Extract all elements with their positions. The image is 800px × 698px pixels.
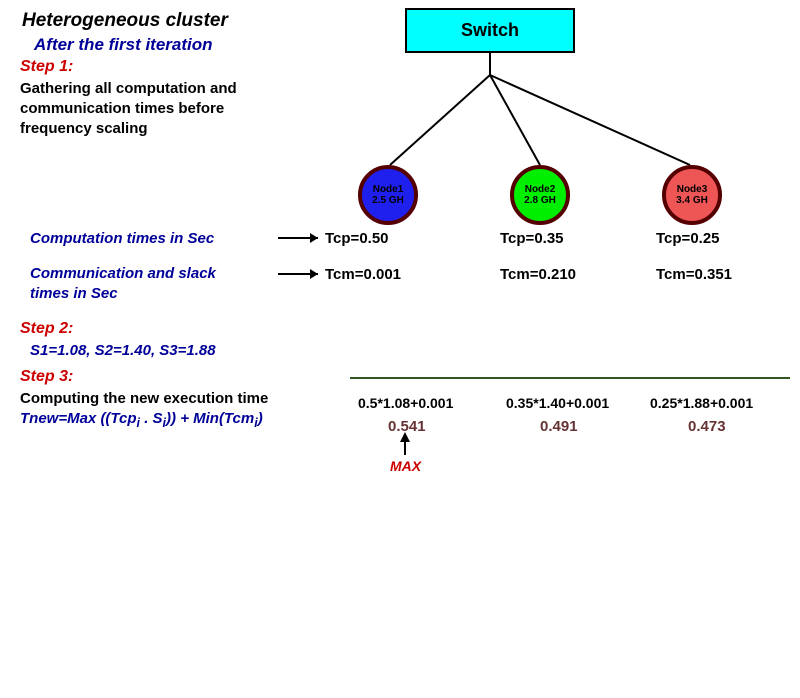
step3-label: Step 3:: [20, 368, 73, 386]
title: Heterogeneous cluster: [22, 10, 228, 32]
formula-part: . S: [140, 410, 163, 427]
comm-slack-label-line1: Communication and slack: [30, 265, 216, 282]
step1-label: Step 1:: [20, 58, 73, 76]
max-label: MAX: [390, 458, 421, 474]
node1-circle: Node1 2.5 GH: [358, 165, 418, 225]
node1-freq: 2.5 GH: [372, 195, 404, 206]
node1-tcm: Tcm=0.001: [325, 266, 401, 283]
step2-values: S1=1.08, S2=1.40, S3=1.88: [30, 342, 216, 359]
step2-label: Step 2:: [20, 320, 73, 338]
node2-tcp: Tcp=0.35: [500, 230, 564, 247]
formula-part: )) + Min(Tcm: [166, 410, 254, 427]
node3-freq: 3.4 GH: [676, 195, 708, 206]
switch-box: Switch: [405, 8, 575, 53]
comp-times-label: Computation times in Sec: [30, 230, 214, 247]
node1-tcp: Tcp=0.50: [325, 230, 389, 247]
step1-desc-line2: communication times before: [20, 100, 224, 117]
step3-desc: Computing the new execution time: [20, 390, 268, 407]
switch-label: Switch: [461, 20, 519, 41]
calc1-result: 0.541: [388, 418, 426, 435]
calc2-result: 0.491: [540, 418, 578, 435]
formula-part: ): [258, 410, 263, 427]
comm-slack-label-line2: times in Sec: [30, 285, 118, 302]
step3-formula: Tnew=Max ((Tcpi . Si)) + Min(Tcmi): [20, 410, 263, 430]
formula-part: Tnew=Max ((Tcp: [20, 410, 137, 427]
subtitle: After the first iteration: [34, 35, 213, 55]
node2-freq: 2.8 GH: [524, 195, 556, 206]
node3-tcm: Tcm=0.351: [656, 266, 732, 283]
step1-desc-line1: Gathering all computation and: [20, 80, 237, 97]
calc1-expr: 0.5*1.08+0.001: [358, 395, 453, 411]
step1-desc-line3: frequency scaling: [20, 120, 148, 137]
node1-name: Node1: [373, 184, 404, 195]
node2-tcm: Tcm=0.210: [500, 266, 576, 283]
calc3-expr: 0.25*1.88+0.001: [650, 395, 753, 411]
calc2-expr: 0.35*1.40+0.001: [506, 395, 609, 411]
node3-circle: Node3 3.4 GH: [662, 165, 722, 225]
node3-tcp: Tcp=0.25: [656, 230, 720, 247]
node2-circle: Node2 2.8 GH: [510, 165, 570, 225]
node3-name: Node3: [677, 184, 708, 195]
node2-name: Node2: [525, 184, 556, 195]
calc3-result: 0.473: [688, 418, 726, 435]
